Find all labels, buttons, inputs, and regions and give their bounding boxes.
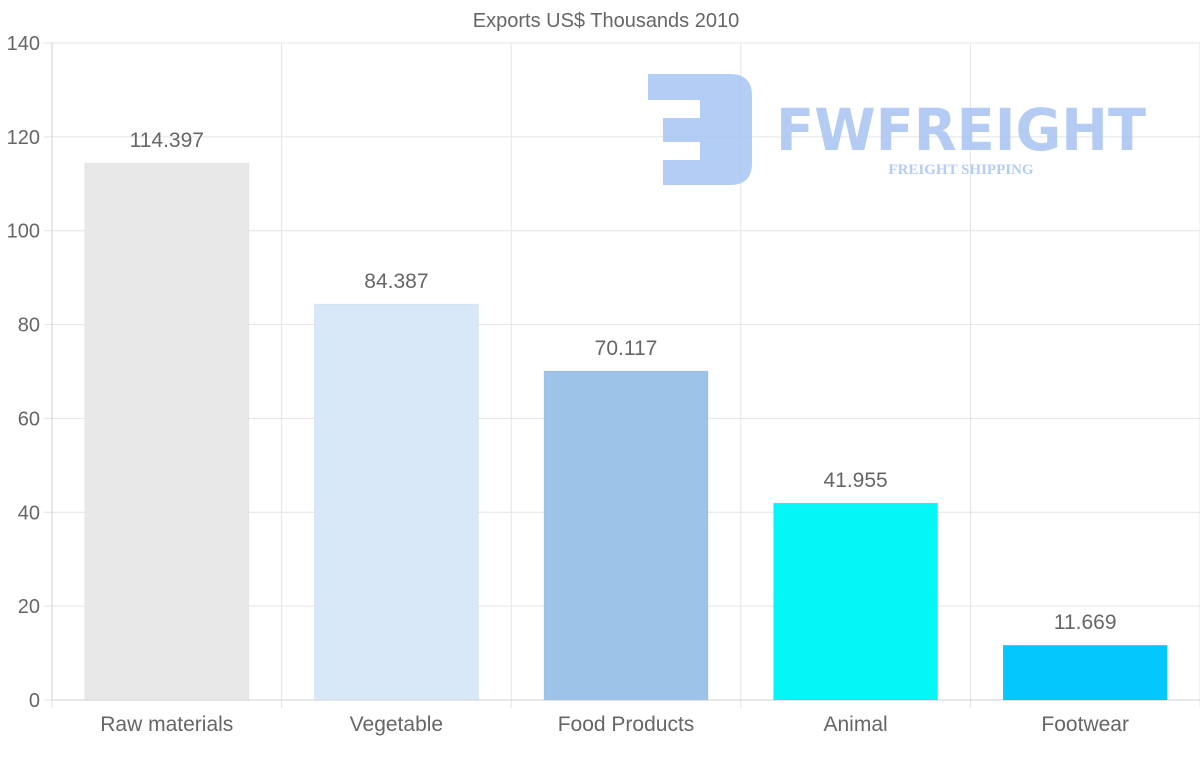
data-label: 41.955 [823,469,887,492]
watermark-tagline: FREIGHT SHIPPING [888,162,1033,178]
data-label: 11.669 [1054,611,1117,634]
bar-raw-materials[interactable] [84,162,250,701]
x-tick-label: Animal [823,713,887,736]
watermark-logo: FWFREIGHT FREIGHT SHIPPING [648,74,1146,185]
logo-mark-icon [648,74,752,185]
y-tick-label: 40 [18,502,40,524]
y-tick-label: 140 [7,33,40,55]
x-tick-label: Raw materials [100,713,233,736]
bar-food-products[interactable] [543,370,709,701]
data-label: 70.117 [595,337,658,360]
watermark-brand: FWFREIGHT [776,96,1146,164]
y-tick-label: 80 [18,315,40,337]
bar-animal[interactable] [773,502,939,701]
bar-vegetable[interactable] [313,303,479,701]
labels: 0 20 40 60 80 100 120 140 114.397 Raw materials 84… [7,33,1129,736]
y-tick-label: 0 [29,690,40,712]
data-label: 84.387 [364,270,428,293]
x-tick-label: Food Products [558,713,695,736]
bars [84,162,1168,701]
data-label: 114.397 [130,129,204,152]
x-tick-label: Footwear [1041,713,1129,736]
bar-footwear[interactable] [1002,644,1168,701]
y-tick-label: 120 [7,127,40,149]
chart-title: Exports US$ Thousands 2010 [473,10,739,32]
y-tick-label: 100 [7,221,40,243]
y-tick-label: 20 [18,596,40,618]
y-tick-label: 60 [18,408,40,430]
x-tick-label: Vegetable [350,713,443,736]
